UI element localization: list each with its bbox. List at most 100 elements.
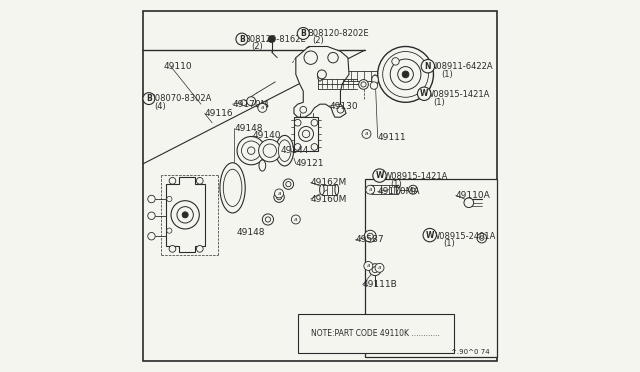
Text: 49110A: 49110A xyxy=(456,191,490,200)
Text: B: B xyxy=(146,94,152,103)
Circle shape xyxy=(266,217,271,222)
Circle shape xyxy=(294,144,301,150)
Text: W08915-1421A: W08915-1421A xyxy=(426,90,490,99)
Bar xyxy=(365,179,497,357)
Circle shape xyxy=(263,144,276,157)
Text: a: a xyxy=(277,191,281,196)
Text: a: a xyxy=(260,105,264,110)
Ellipse shape xyxy=(318,71,322,81)
Circle shape xyxy=(275,189,284,198)
Circle shape xyxy=(423,228,436,242)
Text: NOTE:PART CODE 49110K ............: NOTE:PART CODE 49110K ............ xyxy=(312,329,440,339)
Circle shape xyxy=(477,233,486,243)
Circle shape xyxy=(143,93,155,105)
Circle shape xyxy=(237,137,266,165)
Circle shape xyxy=(421,60,435,73)
Circle shape xyxy=(258,103,267,112)
Circle shape xyxy=(408,185,417,194)
Circle shape xyxy=(373,169,386,182)
Circle shape xyxy=(378,46,433,102)
Text: N: N xyxy=(424,62,431,71)
Text: 49144: 49144 xyxy=(281,146,309,155)
Text: 49162M: 49162M xyxy=(310,178,347,187)
Text: 49121: 49121 xyxy=(296,159,324,168)
Text: W: W xyxy=(420,89,428,98)
Circle shape xyxy=(268,36,275,42)
Circle shape xyxy=(328,52,338,63)
Circle shape xyxy=(392,58,399,65)
Circle shape xyxy=(311,144,318,150)
Circle shape xyxy=(375,263,384,272)
Ellipse shape xyxy=(259,160,266,171)
Circle shape xyxy=(417,87,431,100)
Circle shape xyxy=(167,228,172,233)
Circle shape xyxy=(148,212,156,219)
Circle shape xyxy=(397,67,413,82)
Circle shape xyxy=(148,195,156,203)
Ellipse shape xyxy=(372,75,378,85)
Circle shape xyxy=(370,82,378,89)
Text: a: a xyxy=(367,263,370,269)
Ellipse shape xyxy=(278,140,291,161)
Circle shape xyxy=(286,182,291,187)
Text: a: a xyxy=(294,217,298,222)
Circle shape xyxy=(369,264,381,276)
Ellipse shape xyxy=(276,135,294,166)
Circle shape xyxy=(169,177,176,184)
Circle shape xyxy=(196,177,203,184)
Text: a: a xyxy=(378,265,381,270)
Polygon shape xyxy=(166,177,205,252)
Circle shape xyxy=(241,141,261,160)
Circle shape xyxy=(372,267,378,273)
Circle shape xyxy=(302,130,310,138)
Text: (1): (1) xyxy=(433,98,445,107)
Circle shape xyxy=(362,129,371,138)
Ellipse shape xyxy=(220,163,245,213)
Circle shape xyxy=(274,192,284,202)
Text: B08120-8202E: B08120-8202E xyxy=(307,29,369,38)
Ellipse shape xyxy=(257,104,268,108)
Text: ^.90^0 74: ^.90^0 74 xyxy=(451,349,490,355)
Text: 49160M: 49160M xyxy=(310,195,347,203)
Circle shape xyxy=(171,201,199,229)
Circle shape xyxy=(337,106,344,113)
Circle shape xyxy=(262,214,273,225)
Circle shape xyxy=(364,262,373,270)
Text: W: W xyxy=(426,231,434,240)
Circle shape xyxy=(390,59,421,90)
Circle shape xyxy=(300,106,307,113)
Circle shape xyxy=(358,80,369,89)
Text: 49111: 49111 xyxy=(378,133,406,142)
Text: (4): (4) xyxy=(154,102,166,110)
Bar xyxy=(298,314,454,353)
Circle shape xyxy=(148,232,156,240)
Text: a: a xyxy=(365,131,368,137)
Text: 49130: 49130 xyxy=(330,102,358,110)
Text: 49110: 49110 xyxy=(164,62,193,71)
Text: W08915-2401A: W08915-2401A xyxy=(431,232,496,241)
Circle shape xyxy=(365,185,374,194)
Bar xyxy=(294,117,318,151)
Circle shape xyxy=(169,246,176,252)
Text: B: B xyxy=(239,35,244,44)
Circle shape xyxy=(364,230,376,242)
Text: 49148: 49148 xyxy=(234,124,263,133)
Ellipse shape xyxy=(370,185,374,194)
Circle shape xyxy=(299,126,314,141)
Ellipse shape xyxy=(223,169,242,206)
Text: 49111B: 49111B xyxy=(363,280,397,289)
Circle shape xyxy=(402,71,409,78)
Text: 49170M: 49170M xyxy=(232,100,269,109)
Ellipse shape xyxy=(396,185,400,194)
Circle shape xyxy=(294,119,301,126)
Circle shape xyxy=(367,233,373,239)
Text: 49170MA: 49170MA xyxy=(378,187,420,196)
Polygon shape xyxy=(294,46,349,117)
Text: W: W xyxy=(375,171,384,180)
Circle shape xyxy=(246,97,255,106)
Text: (1): (1) xyxy=(441,70,452,79)
Circle shape xyxy=(479,236,484,240)
Text: 49587: 49587 xyxy=(355,235,384,244)
Text: W08915-1421A: W08915-1421A xyxy=(383,172,447,181)
Ellipse shape xyxy=(335,185,339,195)
